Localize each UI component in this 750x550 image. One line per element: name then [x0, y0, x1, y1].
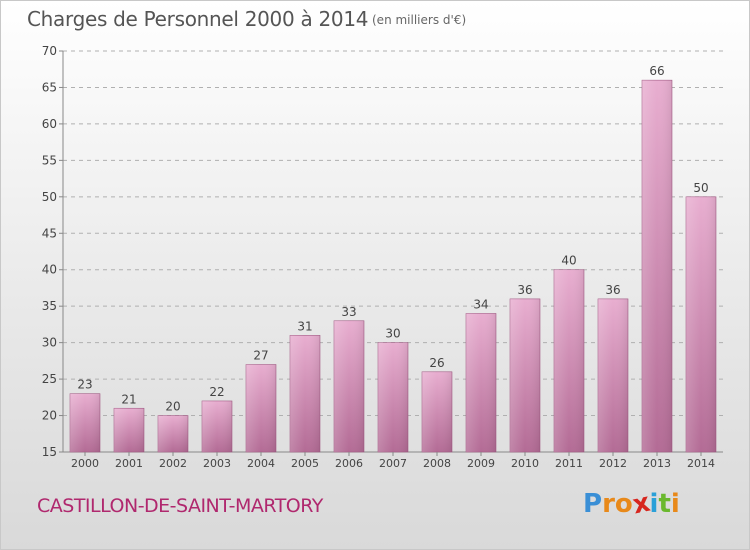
- bar-value-label: 36: [605, 283, 620, 297]
- x-tick-label: 2009: [467, 457, 495, 470]
- y-tick-label: 50: [42, 190, 57, 204]
- logo-letter: t: [658, 489, 671, 519]
- bar-value-label: 26: [429, 356, 444, 370]
- x-tick-label: 2001: [115, 457, 143, 470]
- bar-value-label: 31: [297, 319, 312, 333]
- x-tick-label: 2002: [159, 457, 187, 470]
- bar-value-label: 34: [473, 297, 488, 311]
- y-tick-label: 55: [42, 153, 57, 167]
- x-tick-label: 2012: [599, 457, 627, 470]
- bar-shade: [510, 298, 540, 452]
- bar-shade: [158, 415, 188, 452]
- commune-name: CASTILLON-DE-SAINT-MARTORY: [37, 495, 323, 517]
- y-tick-label: 70: [42, 44, 57, 58]
- y-tick-label: 45: [42, 226, 57, 240]
- x-tick-label: 2004: [247, 457, 275, 470]
- bar-value-label: 40: [561, 254, 576, 268]
- y-tick-label: 60: [42, 117, 57, 131]
- x-tick-label: 2005: [291, 457, 319, 470]
- bar-shade: [290, 335, 320, 452]
- bar-shade: [686, 196, 716, 452]
- chart-unit: (en milliers d'€): [372, 13, 467, 27]
- bar-shade: [334, 320, 364, 452]
- logo-letter: i: [649, 489, 659, 519]
- bar-shade: [642, 80, 672, 452]
- logo-letter: r: [602, 489, 615, 519]
- bar-value-label: 27: [253, 349, 268, 363]
- x-tick-label: 2007: [379, 457, 407, 470]
- x-tick-label: 2014: [687, 457, 715, 470]
- x-tick-label: 2011: [555, 457, 583, 470]
- logo-letter: i: [670, 489, 680, 519]
- y-tick-label: 20: [42, 409, 57, 423]
- logo-letter: o: [614, 489, 633, 519]
- y-tick-label: 30: [42, 336, 57, 350]
- logo-letter: P: [583, 489, 603, 519]
- x-tick-label: 2008: [423, 457, 451, 470]
- bar-shade: [114, 408, 144, 452]
- bar-value-label: 23: [77, 378, 92, 392]
- bar-shade: [598, 298, 628, 452]
- bar-shade: [70, 393, 100, 452]
- x-tick-label: 2010: [511, 457, 539, 470]
- bar-value-label: 66: [649, 64, 664, 78]
- bar-shade: [466, 313, 496, 452]
- bar-value-label: 50: [693, 181, 708, 195]
- x-tick-label: 2000: [71, 457, 99, 470]
- x-tick-label: 2006: [335, 457, 363, 470]
- x-tick-label: 2013: [643, 457, 671, 470]
- x-tick-label: 2003: [203, 457, 231, 470]
- bar-shade: [246, 364, 276, 452]
- bar-value-label: 33: [341, 305, 356, 319]
- bar-shade: [422, 371, 452, 452]
- bar-shade: [378, 342, 408, 452]
- y-tick-label: 35: [42, 299, 57, 313]
- chart-title: Charges de Personnel 2000 à 2014: [27, 7, 369, 31]
- proxiti-logo[interactable]: Proxiti: [583, 488, 680, 521]
- bar-value-label: 21: [121, 392, 136, 406]
- bar-value-label: 22: [209, 385, 224, 399]
- bar-shade: [202, 400, 232, 452]
- y-tick-label: 65: [42, 80, 57, 94]
- bar-value-label: 30: [385, 327, 400, 341]
- bar-value-label: 20: [165, 400, 180, 414]
- y-tick-label: 40: [42, 263, 57, 277]
- bar-shade: [554, 269, 584, 452]
- bar-value-label: 36: [517, 283, 532, 297]
- y-tick-label: 15: [42, 445, 57, 459]
- y-tick-label: 25: [42, 372, 57, 386]
